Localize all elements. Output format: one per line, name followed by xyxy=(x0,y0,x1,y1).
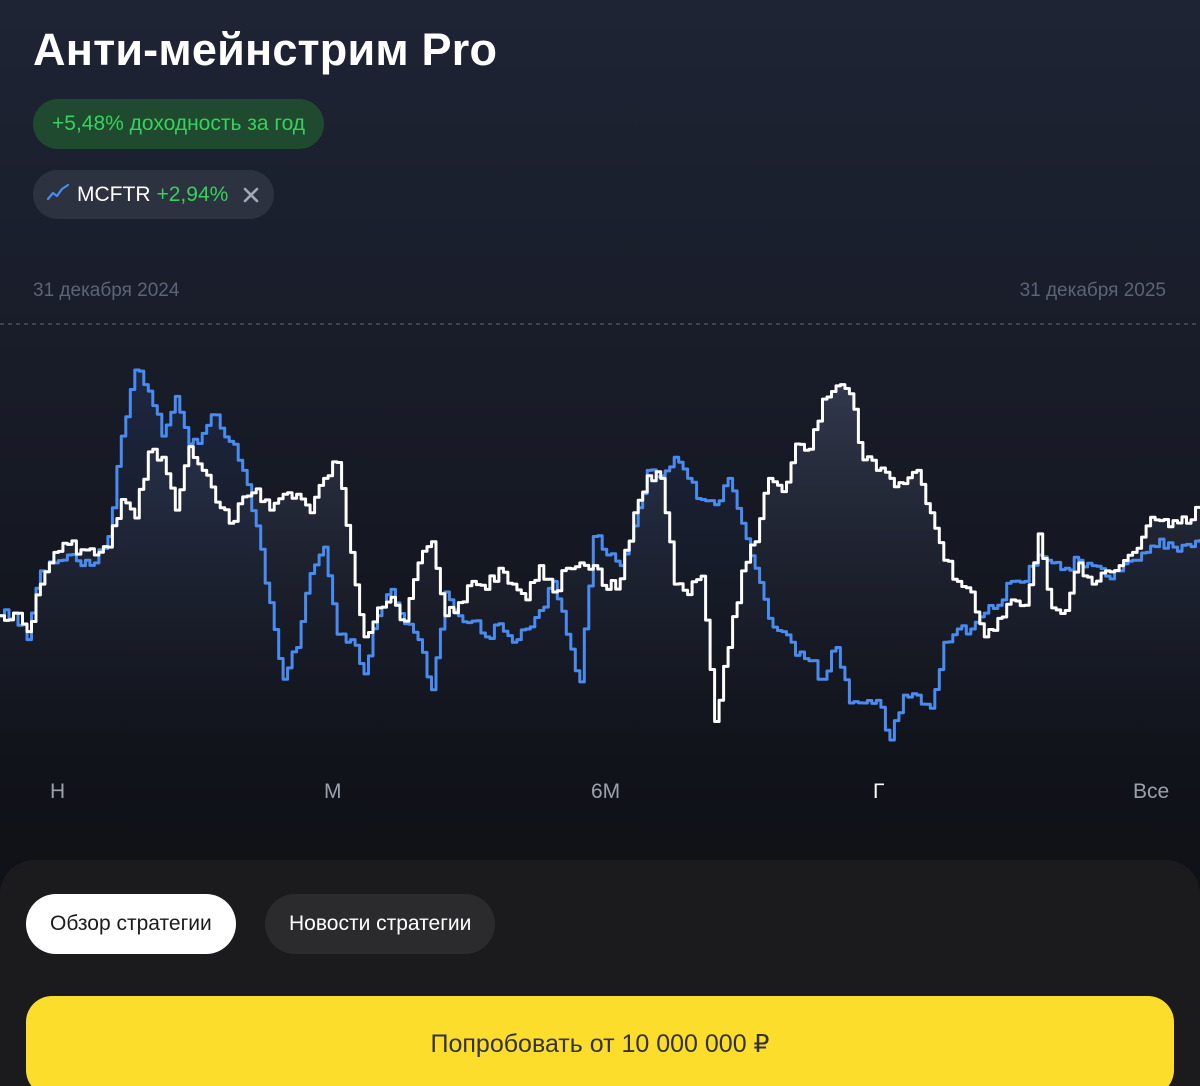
trend-line-icon xyxy=(46,183,70,207)
close-icon[interactable] xyxy=(242,186,260,204)
yield-badge: +5,48% доходность за год xyxy=(33,99,325,149)
chart-end-date: 31 декабря 2025 xyxy=(1019,280,1166,301)
page-title: Анти-мейнстрим Pro xyxy=(33,24,498,75)
benchmark-name: MCFTR xyxy=(77,182,151,206)
period-week[interactable]: Н xyxy=(50,780,66,803)
tab-strategy-overview[interactable]: Обзор стратегии xyxy=(26,894,236,954)
period-all[interactable]: Все xyxy=(1133,780,1170,803)
try-strategy-button[interactable]: Попробовать от 10 000 000 ₽ xyxy=(26,996,1174,1086)
strategy-series-line xyxy=(0,383,1200,723)
performance-chart[interactable] xyxy=(0,320,1200,760)
period-selector: Н М 6М Г Все xyxy=(0,780,1200,816)
benchmark-change: +2,94% xyxy=(156,182,229,206)
period-year[interactable]: Г xyxy=(873,780,885,803)
period-month[interactable]: М xyxy=(324,780,342,803)
chart-start-date: 31 декабря 2024 xyxy=(33,280,180,301)
benchmark-area-fill xyxy=(0,370,1200,760)
bottom-sheet: Обзор стратегии Новости стратегии Попроб… xyxy=(0,860,1200,1086)
benchmark-chip[interactable]: MCFTR +2,94% xyxy=(33,170,275,219)
period-6-months[interactable]: 6М xyxy=(591,780,621,803)
tab-strategy-news[interactable]: Новости стратегии xyxy=(265,894,496,954)
benchmark-series-line xyxy=(0,368,1200,742)
